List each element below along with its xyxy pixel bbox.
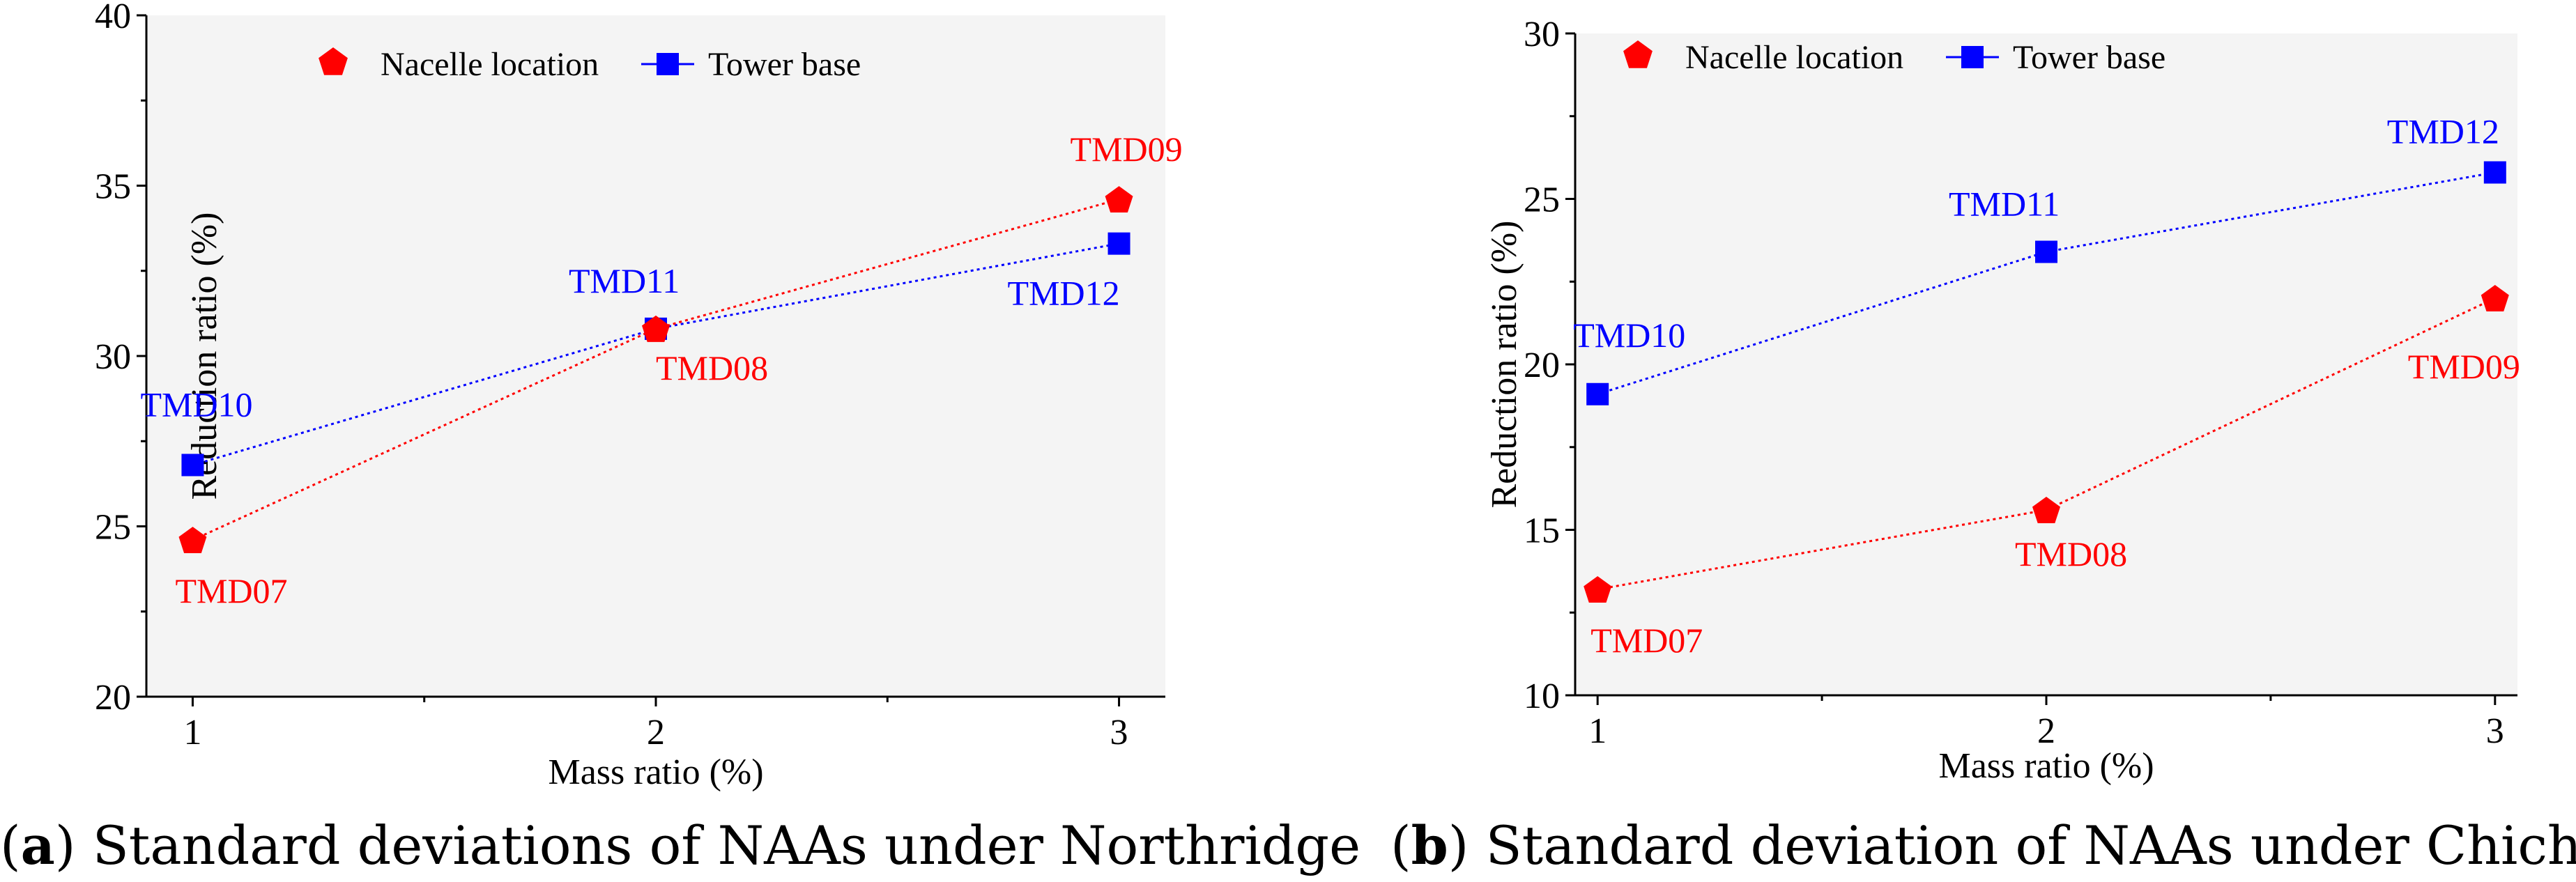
- x-tick-label: 2: [647, 713, 665, 752]
- y-axis-title: Reduction ratio (%): [185, 212, 224, 500]
- x-tick-label: 3: [1110, 713, 1128, 752]
- data-point-nacelle: [642, 315, 670, 342]
- y-tick-label: 20: [95, 678, 131, 718]
- data-label-tmd10: TMD10: [1573, 316, 1685, 355]
- data-label-tmd11: TMD11: [1949, 185, 2060, 224]
- data-label-tmd12: TMD12: [1008, 274, 1120, 313]
- data-point-nacelle: [2032, 497, 2060, 523]
- data-label-tmd10: TMD10: [140, 385, 252, 424]
- data-label-tmd08: TMD08: [656, 348, 768, 387]
- y-tick-label: 30: [95, 337, 131, 377]
- y-tick-label: 15: [1524, 511, 1560, 551]
- legend: Nacelle location Tower base: [1623, 39, 2165, 76]
- x-axis-title: Mass ratio (%): [1938, 746, 2154, 786]
- x-tick-label: 3: [2486, 711, 2504, 751]
- y-tick-label: 10: [1524, 676, 1560, 716]
- y-axis-title: Reduction ratio (%): [1485, 221, 1524, 509]
- y-tick-label: 25: [1524, 180, 1560, 220]
- data-point-tower: [1107, 232, 1130, 255]
- data-point-tower: [2483, 161, 2506, 184]
- data-point-nacelle: [1105, 186, 1133, 212]
- chart-panel-a: 20 25 30 35 40 1 2 3 Mass ratio (%) Reduction rat…: [0, 0, 1360, 876]
- y-tick-label: 30: [1524, 15, 1560, 54]
- legend-label-nacelle: Nacelle location: [381, 46, 599, 83]
- x-axis-title: Mass ratio (%): [548, 752, 763, 792]
- chart-panel-b: 10 15 20 25 30 1 2 3 Mass ratio (%) Reduction rat…: [1390, 15, 2576, 876]
- data-point-tower: [181, 454, 204, 477]
- data-point-nacelle: [178, 527, 207, 553]
- legend-marker-nacelle: [1623, 40, 1653, 68]
- data-label-tmd08: TMD08: [2015, 534, 2127, 573]
- data-label-tmd12: TMD12: [2387, 112, 2499, 151]
- y-tick-label: 35: [95, 167, 131, 207]
- data-point-nacelle: [1584, 576, 1612, 603]
- legend-marker-tower: [1961, 46, 1984, 68]
- legend-label-nacelle: Nacelle location: [1685, 39, 1903, 76]
- legend-label-tower: Tower base: [708, 46, 861, 83]
- data-point-tower: [1586, 382, 1609, 405]
- data-label-tmd11: TMD11: [569, 261, 680, 300]
- plot-area: [1575, 33, 2517, 695]
- y-tick-label: 40: [95, 0, 131, 36]
- caption-b: (b) Standard deviation of NAAs under Chi…: [1390, 814, 2576, 876]
- x-tick-label: 1: [183, 713, 201, 752]
- y-tick-label: 20: [1524, 346, 1560, 385]
- plot-area: [146, 15, 1165, 697]
- data-point-tower: [2035, 240, 2057, 263]
- legend-marker-tower: [657, 53, 679, 75]
- data-point-nacelle: [2481, 285, 2509, 311]
- series-line-tower: [192, 242, 1119, 466]
- x-tick-label: 1: [1588, 711, 1607, 751]
- x-tick-label: 2: [2037, 711, 2055, 751]
- legend-marker-nacelle: [319, 47, 348, 75]
- data-label-tmd09: TMD09: [1071, 130, 1183, 169]
- data-label-tmd09: TMD09: [2408, 347, 2520, 386]
- data-label-tmd07: TMD07: [175, 571, 287, 610]
- legend: Nacelle location Tower base: [319, 46, 861, 83]
- y-tick-label: 25: [95, 508, 131, 548]
- series-line-nacelle: [1597, 297, 2496, 591]
- caption-a: (a) Standard deviations of NAAs under No…: [0, 814, 1360, 876]
- legend-label-tower: Tower base: [2013, 39, 2165, 76]
- data-label-tmd07: TMD07: [1590, 621, 1703, 660]
